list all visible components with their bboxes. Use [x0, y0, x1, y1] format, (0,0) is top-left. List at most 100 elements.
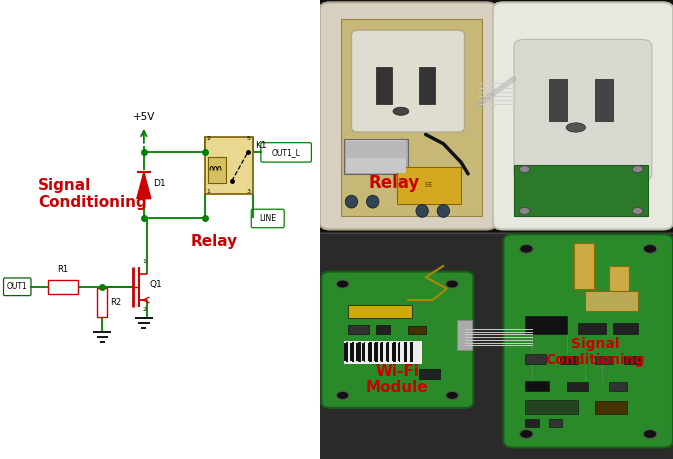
Text: LINE: LINE	[259, 214, 276, 223]
Bar	[48, 280, 78, 294]
Bar	[376, 342, 378, 362]
Bar	[398, 342, 400, 362]
Ellipse shape	[336, 392, 349, 399]
Bar	[393, 342, 396, 362]
Bar	[341, 18, 482, 216]
FancyBboxPatch shape	[322, 272, 473, 408]
FancyBboxPatch shape	[320, 2, 497, 229]
Bar	[348, 325, 369, 334]
Bar	[567, 382, 588, 391]
Bar	[525, 381, 549, 391]
Ellipse shape	[643, 245, 657, 253]
FancyBboxPatch shape	[503, 234, 673, 448]
Bar	[97, 288, 108, 317]
Text: EE: EE	[425, 182, 433, 189]
Bar	[205, 137, 252, 194]
Text: Relay: Relay	[190, 234, 238, 249]
Bar	[595, 356, 613, 364]
Bar	[549, 79, 567, 121]
Bar	[419, 67, 435, 104]
FancyBboxPatch shape	[261, 143, 312, 162]
Ellipse shape	[520, 245, 533, 253]
Text: 2: 2	[207, 136, 211, 141]
Bar	[376, 67, 392, 104]
Bar	[345, 343, 346, 361]
Ellipse shape	[446, 280, 458, 288]
Bar	[574, 243, 594, 289]
Bar	[609, 266, 629, 300]
Bar	[346, 342, 347, 362]
FancyBboxPatch shape	[251, 209, 284, 228]
Ellipse shape	[446, 392, 458, 399]
Text: 1: 1	[207, 189, 211, 194]
Bar	[352, 342, 354, 362]
Bar	[514, 165, 648, 216]
Ellipse shape	[633, 166, 643, 173]
Text: Q1: Q1	[149, 280, 162, 289]
Ellipse shape	[633, 207, 643, 214]
Ellipse shape	[393, 107, 409, 115]
Bar	[458, 320, 472, 350]
Bar	[380, 343, 382, 361]
Ellipse shape	[345, 195, 357, 208]
Bar	[357, 343, 359, 361]
Bar	[392, 343, 395, 361]
Ellipse shape	[416, 205, 428, 217]
Bar	[351, 343, 353, 361]
Text: 3: 3	[246, 189, 250, 194]
Bar	[525, 419, 539, 427]
FancyBboxPatch shape	[514, 39, 651, 181]
Bar	[376, 325, 390, 334]
Bar	[525, 316, 567, 334]
Bar	[348, 304, 412, 318]
Ellipse shape	[520, 166, 530, 173]
Bar	[595, 401, 627, 414]
Bar	[345, 139, 408, 174]
Bar	[585, 291, 638, 311]
Bar	[613, 323, 638, 334]
Polygon shape	[137, 172, 151, 199]
Text: 5: 5	[246, 136, 250, 141]
Bar	[525, 354, 546, 364]
Bar	[358, 342, 361, 362]
Text: Signal
Conditioning: Signal Conditioning	[546, 337, 645, 367]
Bar	[419, 369, 440, 380]
Bar	[397, 167, 461, 204]
Ellipse shape	[367, 195, 379, 208]
Text: OUT1: OUT1	[7, 282, 28, 291]
Bar	[363, 342, 365, 362]
Bar	[386, 343, 388, 361]
Bar	[369, 342, 371, 362]
Bar	[363, 343, 364, 361]
Bar	[381, 342, 382, 362]
Ellipse shape	[643, 430, 657, 438]
FancyBboxPatch shape	[351, 30, 464, 132]
Bar	[577, 323, 606, 334]
Text: D1: D1	[153, 179, 166, 188]
Bar	[345, 341, 422, 364]
Bar	[411, 343, 413, 361]
Bar	[209, 157, 226, 183]
Ellipse shape	[520, 207, 530, 214]
Bar	[623, 356, 641, 364]
Bar	[595, 79, 613, 121]
Bar	[387, 342, 389, 362]
Text: R1: R1	[58, 265, 69, 274]
Bar	[525, 400, 577, 414]
Bar	[408, 326, 425, 334]
Text: Signal
Conditioning: Signal Conditioning	[38, 178, 147, 210]
Bar	[346, 141, 406, 157]
Ellipse shape	[566, 123, 586, 132]
Ellipse shape	[437, 205, 450, 217]
Text: 1: 1	[142, 258, 146, 263]
Text: Wi-Fi
Module: Wi-Fi Module	[366, 364, 429, 395]
Bar	[411, 342, 413, 362]
Bar	[560, 356, 577, 364]
Bar	[398, 343, 400, 361]
Bar	[404, 343, 406, 361]
Text: +5V: +5V	[133, 112, 155, 122]
Bar	[404, 342, 406, 362]
Text: 2: 2	[142, 307, 146, 312]
Ellipse shape	[520, 430, 533, 438]
Text: Relay: Relay	[368, 174, 419, 192]
